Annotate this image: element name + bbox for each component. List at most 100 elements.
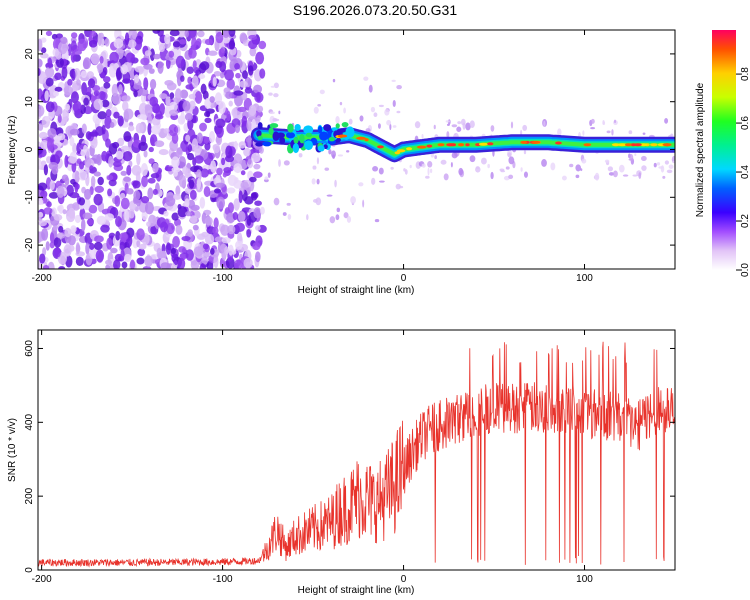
speckle-blob xyxy=(188,179,195,189)
speckle-blob xyxy=(75,242,80,255)
noise-blob xyxy=(618,164,625,173)
speckle-blob xyxy=(249,176,257,183)
speckle-blob xyxy=(191,36,197,49)
speckle-blob xyxy=(89,131,99,137)
speckle-blob xyxy=(140,163,149,177)
speckle-blob xyxy=(164,105,172,118)
noise-blob xyxy=(429,168,433,174)
noise-blob xyxy=(490,171,494,180)
speckle-blob xyxy=(119,241,126,251)
speckle-blob xyxy=(148,146,154,153)
noise-blob xyxy=(378,180,385,183)
noise-blob xyxy=(446,131,450,139)
ridge-hotspot xyxy=(617,143,628,147)
speckle-blob xyxy=(174,218,181,227)
speckle-blob xyxy=(136,152,141,166)
speckle-blob xyxy=(57,133,66,141)
speckle-blob xyxy=(248,104,257,116)
speckle-blob xyxy=(223,166,232,174)
speckle-blob xyxy=(253,207,262,219)
speckle-blob xyxy=(192,60,197,70)
speckle-blob xyxy=(121,95,131,102)
speckle-blob xyxy=(218,48,225,58)
speckle-blob xyxy=(203,186,211,198)
snr-xtick-label: 0 xyxy=(401,574,407,585)
speckle-blob xyxy=(58,266,66,269)
speckle-blob xyxy=(187,144,193,153)
ridge-hotspot xyxy=(650,143,658,147)
noise-blob xyxy=(641,165,647,171)
speckle-blob xyxy=(240,181,249,189)
speckle-blob xyxy=(160,262,171,269)
snr-xtick-label: 100 xyxy=(576,574,593,585)
speckle-blob xyxy=(72,100,82,114)
speckle-blob xyxy=(182,100,191,112)
speckle-blob xyxy=(70,225,77,233)
speckle-blob xyxy=(178,100,185,113)
speckle-blob xyxy=(112,141,120,149)
noise-blob xyxy=(404,169,408,175)
ridge-blob xyxy=(319,131,329,141)
noise-blob xyxy=(632,174,638,177)
speckle-blob xyxy=(173,256,179,266)
speckle-blob xyxy=(233,198,240,211)
colorbar-tick-label: 0.4 xyxy=(740,165,750,179)
noise-blob xyxy=(421,133,424,139)
speckle-blob xyxy=(122,150,133,162)
spectrogram-ridge xyxy=(250,122,675,163)
speckle-blob xyxy=(247,134,252,148)
speckle-blob xyxy=(219,61,227,73)
speckle-blob xyxy=(184,113,193,121)
speckle-blob xyxy=(67,78,73,86)
speckle-blob xyxy=(48,192,59,199)
speckle-blob xyxy=(93,90,100,97)
speckle-blob xyxy=(160,221,168,233)
speckle-blob xyxy=(228,40,236,50)
speckle-blob xyxy=(185,134,191,142)
noise-blob xyxy=(569,163,574,168)
speckle-blob xyxy=(105,264,110,269)
snr-xlabel: Height of straight line (km) xyxy=(298,585,415,596)
speckle-blob xyxy=(46,156,52,164)
speckle-blob xyxy=(147,177,156,184)
speckle-blob xyxy=(144,105,153,117)
speckle-blob xyxy=(113,38,124,49)
speckle-blob xyxy=(258,40,267,50)
ridge-hotspot xyxy=(583,143,592,147)
ridge-hotspot xyxy=(394,151,401,155)
speckle-blob xyxy=(134,65,145,73)
noise-blob xyxy=(272,117,278,122)
speckle-blob xyxy=(143,77,149,90)
speckle-blob xyxy=(168,101,178,112)
speckle-blob xyxy=(159,103,166,116)
speckle-blob xyxy=(101,150,108,162)
ridge-blob xyxy=(305,132,312,138)
ridge-blob xyxy=(293,136,299,144)
snr-ylabel: SNR (10 * v/v) xyxy=(7,418,18,482)
noise-blob xyxy=(313,106,319,114)
noise-blob xyxy=(365,128,371,133)
speckle-blob xyxy=(81,123,87,134)
speckle-blob xyxy=(120,197,130,210)
speckle-blob xyxy=(151,124,161,135)
speckle-blob xyxy=(38,131,48,140)
noise-blob xyxy=(306,214,309,221)
speckle-blob xyxy=(237,232,243,244)
speckle-blob xyxy=(109,51,119,64)
speckle-blob xyxy=(85,86,92,96)
noise-blob xyxy=(427,161,433,168)
speckle-blob xyxy=(87,78,96,89)
speckle-blob xyxy=(95,249,105,263)
speckle-blob xyxy=(38,38,43,52)
speckle-blob xyxy=(214,236,224,243)
speckle-blob xyxy=(175,185,181,196)
snr-ytick-label: 600 xyxy=(24,340,35,357)
speckle-blob xyxy=(78,170,88,181)
noise-blob xyxy=(328,148,332,155)
speckle-blob xyxy=(156,247,162,259)
noise-blob xyxy=(446,123,450,126)
speckle-blob xyxy=(190,204,200,211)
speckle-blob xyxy=(108,155,114,168)
speckle-blob xyxy=(105,108,112,118)
ridge-blob xyxy=(262,141,272,147)
